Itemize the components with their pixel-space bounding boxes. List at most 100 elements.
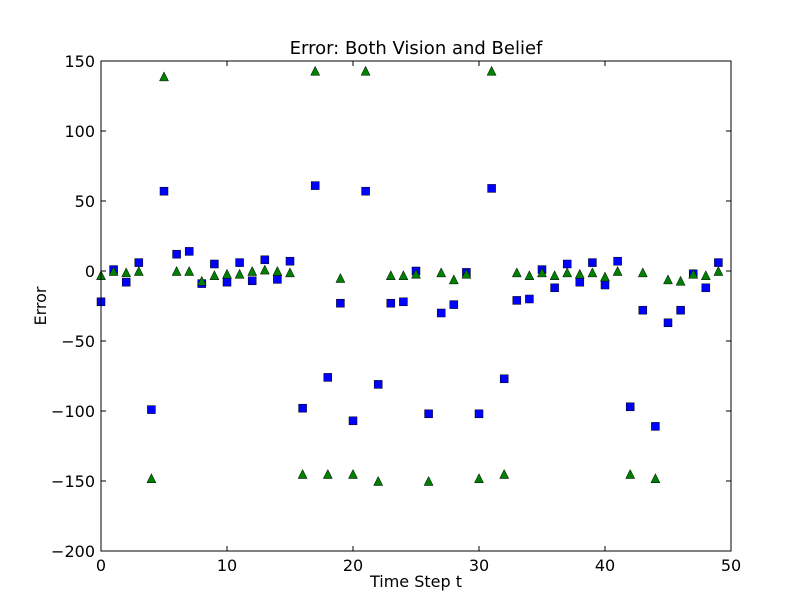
square-marker <box>273 275 282 284</box>
y-axis-label: Error <box>31 286 50 325</box>
square-marker <box>575 277 585 287</box>
square-marker <box>550 283 559 293</box>
y-tick-label: 100 <box>64 122 95 141</box>
triangle-marker <box>272 265 283 276</box>
square-marker <box>159 186 169 196</box>
triangle-marker <box>146 473 157 483</box>
x-tick-label: 40 <box>595 556 615 575</box>
triangle-marker <box>700 270 711 280</box>
triangle-marker <box>297 468 308 479</box>
triangle-marker <box>612 265 623 276</box>
square-marker <box>323 373 333 382</box>
triangle-marker <box>234 268 245 279</box>
square-marker <box>663 318 673 328</box>
chart-title: Error: Both Vision and Belief <box>290 38 543 59</box>
triangle-marker <box>600 271 610 282</box>
square-marker <box>625 402 635 412</box>
triangle-marker <box>663 274 673 285</box>
triangle-marker <box>499 468 510 479</box>
y-tick-label: 50 <box>75 192 95 211</box>
x-tick-label: 20 <box>343 556 363 575</box>
triangle-marker <box>574 268 585 279</box>
square-marker <box>701 283 711 293</box>
triangle-marker <box>184 265 195 276</box>
square-marker <box>676 305 685 315</box>
ticks-layer: 0 10 20 30 40 50 −200 −150 −100 −50 0 50 100 150 <box>51 52 741 575</box>
square-marker <box>247 276 257 286</box>
x-tick-label: 30 <box>469 556 489 575</box>
square-marker <box>336 298 345 308</box>
square-marker <box>613 256 622 266</box>
square-marker <box>512 296 522 305</box>
triangle-marker <box>171 265 182 276</box>
triangle-marker <box>196 275 207 286</box>
x-tick-label: 10 <box>217 556 237 575</box>
triangle-marker <box>285 267 295 278</box>
triangle-marker <box>486 65 497 76</box>
triangle-marker <box>562 267 573 278</box>
triangle-marker <box>448 274 459 285</box>
square-marker <box>361 186 370 196</box>
square-marker <box>310 181 320 190</box>
triangle-marker <box>549 270 560 280</box>
square-marker <box>487 184 496 193</box>
square-marker <box>147 405 156 414</box>
square-marker <box>134 258 144 267</box>
square-marker <box>210 259 219 269</box>
square-marker <box>222 277 232 287</box>
square-marker <box>638 305 648 315</box>
square-marker <box>399 297 408 307</box>
triangle-marker <box>335 272 346 283</box>
triangle-marker <box>524 270 535 280</box>
square-marker <box>600 280 610 290</box>
square-marker <box>499 374 509 384</box>
triangle-marker <box>108 265 119 276</box>
square-marker <box>474 409 484 419</box>
triangle-marker <box>713 265 724 276</box>
square-marker <box>348 416 358 426</box>
square-marker <box>298 403 307 413</box>
y-tick-label: 0 <box>85 262 95 281</box>
triangle-marker <box>360 65 371 76</box>
triangle-marker <box>625 468 636 479</box>
triangle-marker <box>461 268 472 279</box>
square-marker <box>424 409 433 419</box>
plot-area-frame <box>100 60 732 552</box>
triangle-marker <box>121 267 132 278</box>
triangle-marker <box>385 270 396 280</box>
triangle-marker <box>247 265 258 276</box>
y-tick-label: −200 <box>51 542 95 561</box>
triangle-marker <box>322 468 333 479</box>
x-tick-label: 0 <box>96 556 106 575</box>
square-marker <box>235 258 244 267</box>
triangle-marker <box>259 264 270 275</box>
square-marker <box>449 300 459 309</box>
square-marker <box>373 380 383 389</box>
triangle-marker <box>398 270 409 280</box>
triangle-marker <box>423 475 434 486</box>
triangle-marker <box>209 270 220 280</box>
square-marker <box>525 294 534 304</box>
square-marker <box>172 249 181 259</box>
triangle-marker <box>373 475 384 486</box>
triangle-marker <box>675 275 686 286</box>
x-tick-label: 50 <box>721 556 741 575</box>
x-axis-label: Time Step t <box>369 572 462 591</box>
y-tick-label: 150 <box>64 52 95 71</box>
triangle-marker <box>436 267 447 278</box>
y-tick-label: −150 <box>51 472 95 491</box>
y-tick-label: −50 <box>61 332 95 351</box>
triangle-marker <box>348 468 358 479</box>
square-marker <box>588 258 597 267</box>
triangle-marker <box>159 71 169 82</box>
square-marker <box>121 277 131 287</box>
square-marker <box>184 247 194 256</box>
square-marker <box>260 255 270 265</box>
square-marker <box>436 308 446 318</box>
triangle-marker <box>310 65 321 76</box>
triangle-marker <box>133 265 144 276</box>
square-marker <box>562 259 572 269</box>
triangle-marker <box>222 268 232 279</box>
triangle-marker <box>688 268 699 279</box>
